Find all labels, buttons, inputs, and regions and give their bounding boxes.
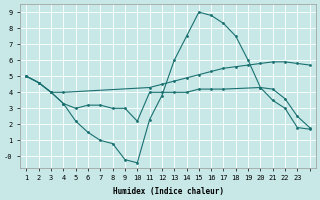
X-axis label: Humidex (Indice chaleur): Humidex (Indice chaleur) (113, 187, 224, 196)
